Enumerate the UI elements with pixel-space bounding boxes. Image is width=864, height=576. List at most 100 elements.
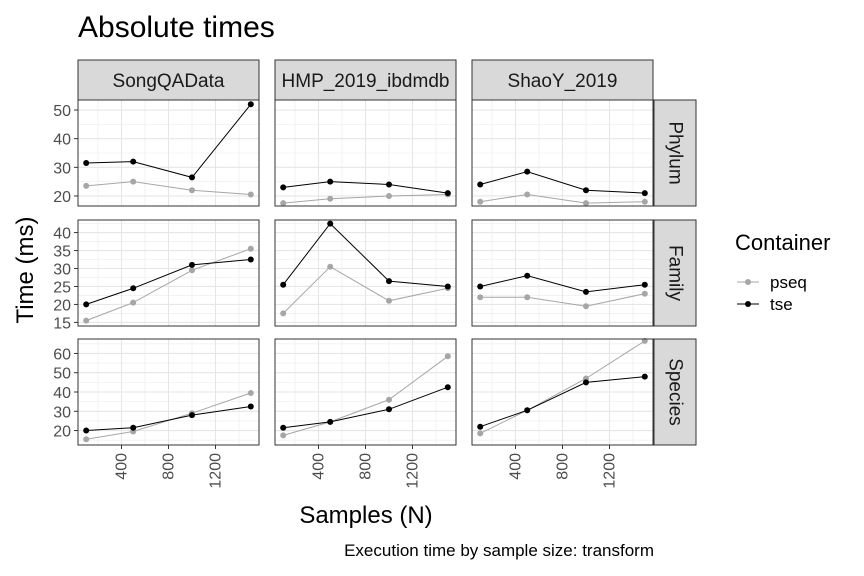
point-tse-100	[83, 160, 90, 166]
point-tse-500	[327, 418, 334, 425]
point-pseq-100	[83, 182, 90, 189]
panel-species-shaoy-2019	[471, 337, 654, 446]
panel-border	[77, 99, 260, 207]
panel-species-hmp-2019-ibdmdb	[274, 338, 457, 446]
point-tse-500	[327, 178, 334, 185]
point-pseq-1000	[386, 297, 392, 304]
series-line-pseq	[283, 355, 449, 436]
point-tse-500	[130, 158, 137, 165]
panel-phylum-hmp-2019-ibdmdb	[274, 99, 457, 207]
point-tse-1500	[247, 403, 254, 410]
point-tse-100	[83, 427, 90, 434]
series-line-tse	[86, 259, 251, 305]
point-tse-100	[477, 423, 484, 430]
point-tse-1000	[386, 278, 392, 285]
y-tick-label-family-15: 15	[53, 315, 71, 332]
point-pseq-1500	[444, 353, 451, 360]
point-pseq-100	[83, 436, 90, 443]
series-line-tse	[283, 386, 448, 429]
series-line-tse	[282, 222, 448, 287]
point-tse-1000	[583, 187, 589, 194]
point-pseq-100	[477, 198, 484, 205]
series-line-pseq	[479, 340, 646, 434]
point-pseq-100	[280, 432, 287, 439]
y-tick-label-species-40: 40	[53, 385, 71, 402]
panel-phylum-shaoy-2019	[471, 99, 654, 207]
point-pseq-500	[130, 178, 137, 185]
point-pseq-1500	[641, 290, 648, 297]
point-pseq-500	[130, 299, 137, 306]
y-tick-label-family-40: 40	[53, 226, 71, 243]
legend-title: Container	[735, 230, 830, 255]
panel-border	[471, 219, 654, 327]
point-tse-1500	[444, 190, 451, 197]
y-tick-label-family-20: 20	[53, 297, 71, 314]
strip-shaoy-2019	[471, 59, 654, 101]
y-tick-label-family-25: 25	[53, 279, 71, 296]
point-tse-1000	[189, 412, 195, 419]
panel-border	[471, 99, 654, 207]
panel-species-songqadata	[77, 338, 260, 446]
series-line-tse	[480, 171, 645, 194]
strip-songqadata	[77, 59, 260, 101]
chart-caption: Execution time by sample size: transform	[344, 541, 654, 560]
point-tse-1500	[247, 101, 254, 108]
strip-label-hmp-2019-ibdmdb: HMP_2019_ibdmdb	[282, 71, 450, 92]
point-pseq-1500	[641, 198, 648, 205]
point-pseq-1000	[583, 200, 589, 207]
panel-phylum-songqadata	[77, 99, 260, 207]
point-tse-1000	[386, 406, 392, 413]
point-tse-1000	[583, 379, 589, 386]
x-tick-label-songqadata-800: 800	[161, 453, 178, 480]
point-tse-100	[477, 283, 484, 290]
series-line-pseq	[86, 181, 251, 195]
y-tick-label-family-35: 35	[53, 244, 71, 261]
point-pseq-500	[327, 263, 334, 270]
point-tse-1000	[189, 261, 195, 268]
legend-label-tse: tse	[770, 295, 793, 314]
legend-label-pseq: pseq	[770, 273, 807, 292]
series-line-tse	[480, 376, 645, 428]
series-line-tse	[86, 406, 251, 431]
point-pseq-1000	[583, 303, 589, 310]
point-tse-1000	[583, 288, 589, 295]
point-tse-500	[130, 285, 137, 292]
point-pseq-1000	[189, 187, 195, 194]
y-tick-label-species-30: 30	[53, 404, 71, 421]
point-pseq-1500	[247, 390, 254, 396]
strip-family	[653, 219, 697, 327]
point-tse-500	[524, 168, 531, 175]
y-tick-label-phylum-20: 20	[53, 189, 71, 206]
point-tse-100	[83, 301, 90, 308]
strip-label-phylum: Phylum	[665, 121, 686, 184]
legend-point-tse	[745, 301, 751, 307]
point-pseq-1000	[386, 193, 392, 199]
point-pseq-500	[524, 191, 531, 198]
point-tse-1500	[444, 384, 451, 391]
series-line-tse	[283, 181, 448, 194]
point-tse-500	[327, 220, 334, 227]
point-tse-1000	[386, 181, 392, 188]
x-tick-label-songqadata-400: 400	[113, 453, 130, 480]
series-line-pseq	[283, 194, 448, 204]
panel-border	[77, 219, 260, 327]
strip-hmp-2019-ibdmdb	[274, 59, 457, 101]
x-tick-label-hmp-2019-ibdmdb-800: 800	[358, 453, 375, 480]
strip-label-family: Family	[665, 245, 686, 301]
strip-species	[653, 338, 697, 446]
x-tick-label-hmp-2019-ibdmdb-400: 400	[310, 453, 327, 480]
point-tse-1500	[641, 281, 648, 288]
x-tick-label-songqadata-1200: 1200	[208, 453, 225, 489]
strip-label-species: Species	[665, 358, 686, 426]
y-tick-label-species-20: 20	[53, 424, 71, 441]
point-pseq-100	[83, 317, 90, 324]
series-line-tse	[480, 275, 645, 293]
point-tse-500	[524, 407, 531, 414]
point-tse-100	[477, 181, 484, 188]
point-tse-1500	[641, 190, 648, 197]
y-tick-label-phylum-50: 50	[53, 103, 71, 120]
y-tick-label-phylum-30: 30	[53, 160, 71, 177]
strip-label-shaoy-2019: ShaoY_2019	[508, 71, 618, 92]
point-tse-100	[280, 281, 287, 288]
panel-border	[274, 99, 457, 207]
